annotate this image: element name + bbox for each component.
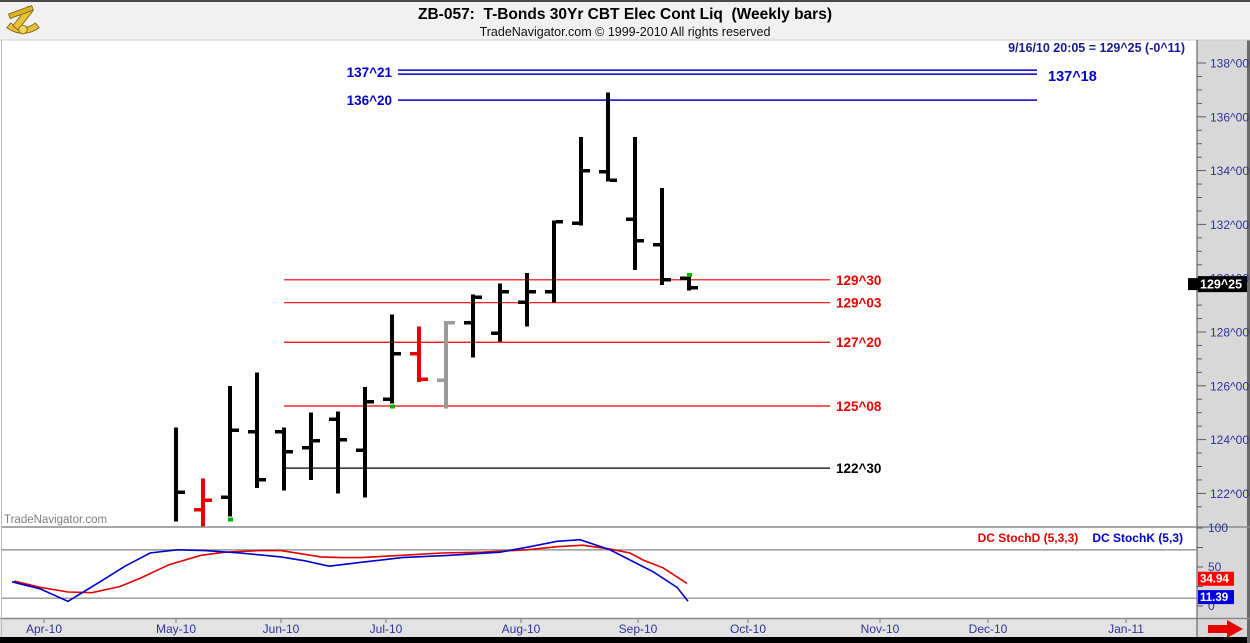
chart-title: ZB-057: T-Bonds 30Yr CBT Elec Cont Liq (…	[418, 6, 832, 23]
paintbar-marker	[228, 517, 233, 522]
tradenavigator-logo-icon	[6, 5, 40, 35]
month-label: May-10	[156, 622, 196, 636]
month-label: Apr-10	[26, 622, 62, 636]
month-label: Oct-10	[730, 622, 766, 636]
stoch-tick-label: 100	[1208, 521, 1228, 535]
current-price-box	[1198, 276, 1247, 293]
stoch-tick-label: 0	[1208, 599, 1215, 613]
price-tick-label: 134^00	[1210, 164, 1249, 178]
price-tick-label: 124^00	[1210, 433, 1249, 447]
price-bars	[174, 92, 698, 528]
current-price-notch	[1188, 278, 1198, 291]
current-price-label: 129^25	[1200, 278, 1242, 292]
paintbar-marker	[390, 404, 395, 409]
stoch-value-box	[1198, 571, 1234, 586]
stoch-k-legend-label: DC StochK (5,3)	[1092, 531, 1183, 545]
level-label-136^20: 136^20	[347, 93, 392, 108]
stoch-tick-label: 50	[1208, 560, 1222, 574]
stoch-value-box	[1198, 590, 1234, 605]
level-label-125^08: 125^08	[836, 399, 882, 414]
level-label-127^20: 127^20	[836, 335, 881, 350]
stoch-legend: DC StochD (5,3,3) DC StochK (5,3)	[978, 531, 1183, 545]
price-tick-label: 138^00	[1210, 57, 1249, 71]
paintbar-marker	[687, 272, 692, 277]
stoch-curve-StochK	[11, 538, 689, 603]
price-tick-label: 126^00	[1210, 379, 1249, 393]
price-tick-label: 132^00	[1210, 218, 1249, 232]
month-label: Jun-10	[263, 622, 300, 636]
month-label: Aug-10	[502, 622, 541, 636]
right-edge-border	[1247, 40, 1250, 643]
stoch-value-label: 34.94	[1200, 574, 1229, 586]
month-label: Jan-11	[1108, 622, 1144, 636]
price-tick-label: 136^00	[1210, 110, 1249, 124]
last-quote-readout: 9/16/10 20:05 = 129^25 (-0^11)	[1008, 41, 1185, 55]
level-label-122^30: 122^30	[836, 461, 881, 476]
level-label-129^30: 129^30	[836, 273, 881, 288]
time-axis-band	[0, 619, 1197, 637]
watermark-text: TradeNavigator.com	[4, 514, 108, 526]
month-label: Dec-10	[969, 622, 1008, 636]
scroll-right-arrow[interactable]	[1208, 620, 1243, 638]
price-axis-band	[1197, 40, 1250, 637]
stoch-value-label: 11.39	[1200, 592, 1228, 604]
chart-subtitle: TradeNavigator.com © 1999-2010 All right…	[479, 25, 771, 39]
stoch-d-legend-label: DC StochD (5,3,3)	[977, 531, 1079, 545]
price-tick-label: 128^00	[1210, 326, 1249, 340]
level-label-137^21: 137^21	[347, 65, 393, 80]
stoch-curve-StochD	[13, 544, 688, 594]
month-label: Jul-10	[370, 622, 403, 636]
price-tick-label: 122^00	[1210, 487, 1249, 501]
month-label: Sep-10	[619, 622, 658, 636]
header-band: ZB-057: T-Bonds 30Yr CBT Elec Cont Liq (…	[0, 0, 1250, 40]
level-label-129^03: 129^03	[836, 296, 882, 311]
level-label-right-137^18: 137^18	[1048, 69, 1097, 85]
bottom-black-strip	[0, 637, 1250, 643]
month-label: Nov-10	[861, 622, 900, 636]
